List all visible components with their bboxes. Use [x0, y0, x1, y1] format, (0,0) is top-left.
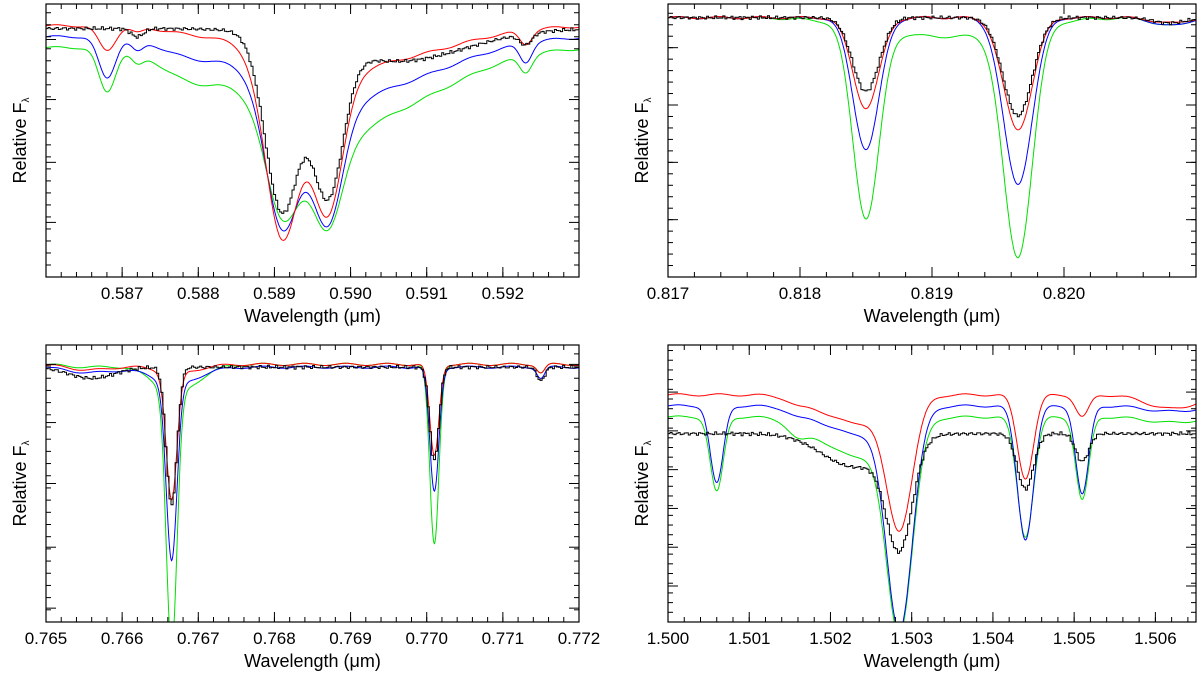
plot-frame [667, 3, 1197, 278]
y-axis-title: Relative Fλ [632, 97, 654, 183]
y-axis-title: Relative Fλ [10, 97, 32, 183]
x-axis-title: Wavelength (μm) [864, 651, 1001, 671]
x-tick-label: 0.588 [177, 284, 220, 303]
panel-na-819-doublet: 0.817 0.818 0.819 0.820 Wavelength (μm) Relat… [632, 3, 1197, 326]
x-tick-label: 1.502 [809, 629, 852, 648]
spectrum-red-line [668, 16, 1196, 131]
plot-frame [45, 344, 580, 623]
x-tick-label: 1.500 [647, 629, 690, 648]
spectrum-black-line [46, 26, 579, 214]
spectrum-green-line [668, 16, 1196, 259]
x-tick-label: 0.818 [779, 284, 822, 303]
spectrum-blue-line [668, 16, 1196, 186]
y-axis-title: Relative Fλ [632, 440, 654, 526]
x-tick-label: 1.503 [890, 629, 933, 648]
spectrum-green-line [668, 415, 1196, 622]
spectrum-black-line [668, 15, 1196, 118]
x-tick-label: 0.591 [405, 284, 448, 303]
spectrum-black-line [46, 364, 579, 506]
spectrum-red-line [668, 393, 1196, 532]
plot-frame [667, 344, 1197, 623]
x-tick-label: 0.590 [329, 284, 372, 303]
x-tick-label: 1.506 [1134, 629, 1177, 648]
x-axis-title: Wavelength (μm) [244, 306, 381, 326]
panel-k-doublet: 0.765 0.766 0.767 0.768 0.769 0.770 0.771 0.772… [10, 344, 601, 671]
spectrum-blue-line [46, 35, 579, 232]
x-tick-label: 0.767 [177, 629, 220, 648]
x-tick-label: 0.589 [253, 284, 296, 303]
x-tick-label: 0.592 [482, 284, 525, 303]
spectrum-green-line [46, 46, 579, 232]
panel-na-doublet: 0.587 0.588 0.589 0.590 0.591 0.592 Wavelength… [10, 3, 580, 326]
x-tick-label: 1.504 [972, 629, 1015, 648]
x-tick-label: 0.772 [558, 629, 601, 648]
spectrum-black-line [668, 431, 1196, 554]
y-axis-title: Relative Fλ [10, 440, 32, 526]
x-tick-label: 1.505 [1053, 629, 1096, 648]
x-tick-label: 0.771 [482, 629, 525, 648]
x-tick-label: 0.587 [101, 284, 144, 303]
x-axis-title: Wavelength (μm) [864, 306, 1001, 326]
x-tick-label: 0.765 [25, 629, 68, 648]
plot-frame [45, 3, 580, 278]
x-tick-label: 1.501 [728, 629, 771, 648]
panel-h-band: 1.500 1.501 1.502 1.503 1.504 1.505 1.506 Wavel… [632, 344, 1197, 671]
spectrum-red-line [46, 24, 579, 241]
spectrum-green-line [46, 362, 579, 622]
x-axis-title: Wavelength (μm) [244, 651, 381, 671]
x-tick-label: 0.770 [405, 629, 448, 648]
spectrum-blue-line [46, 365, 579, 562]
spectrum-blue-line [668, 404, 1196, 622]
x-tick-label: 0.768 [253, 629, 296, 648]
x-tick-label: 0.819 [911, 284, 954, 303]
spectrum-red-line [46, 362, 579, 501]
x-tick-label: 0.766 [101, 629, 144, 648]
x-tick-label: 0.769 [329, 629, 372, 648]
x-tick-label: 0.817 [647, 284, 690, 303]
x-tick-label: 0.820 [1043, 284, 1086, 303]
